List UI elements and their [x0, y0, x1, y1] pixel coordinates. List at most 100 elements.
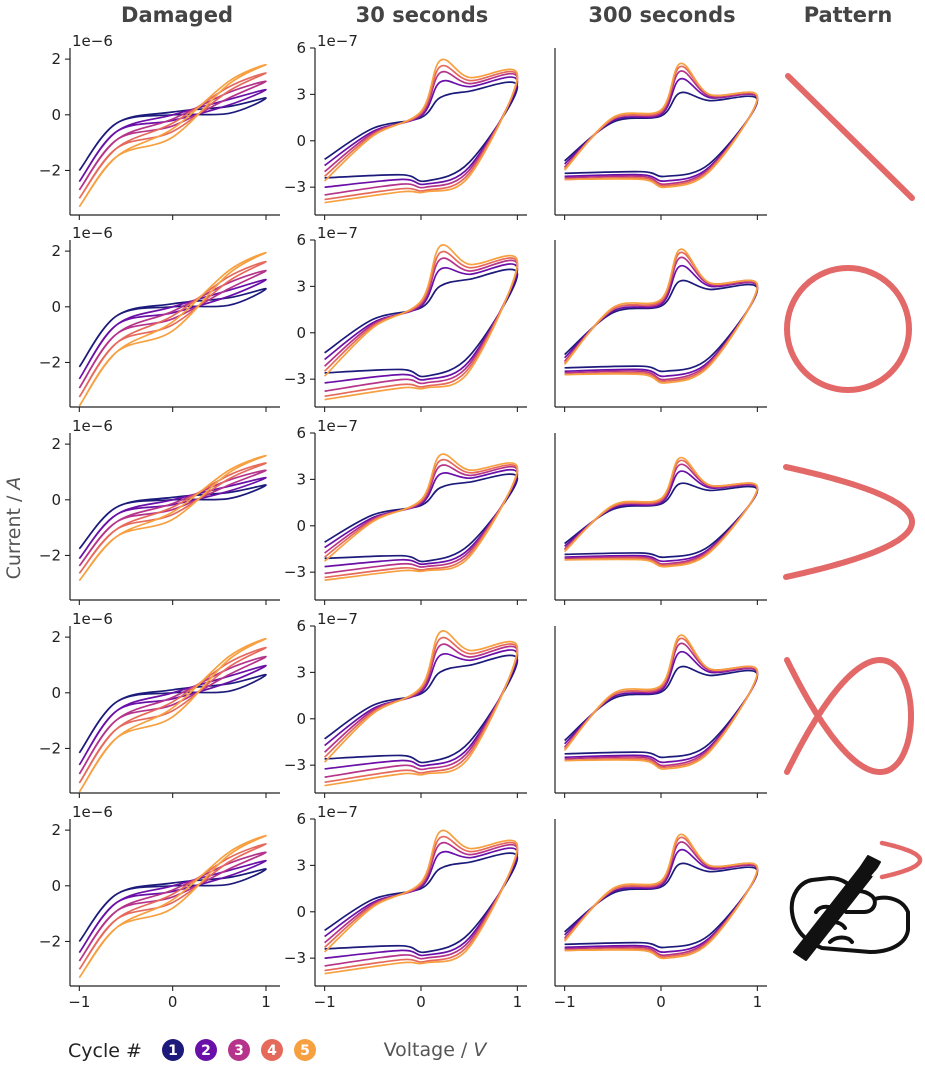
legend-label: Cycle #: [68, 1040, 142, 1062]
y-tick-label: −3: [284, 563, 306, 581]
legend-cycle-number: 5: [300, 1043, 310, 1059]
y-tick-label: 0: [296, 517, 306, 535]
series-line-cycle-5: [563, 634, 759, 770]
panel-1-0: −3 0 3 6 1e−7: [284, 32, 527, 220]
series-line-cycle-2: [78, 278, 267, 380]
y-tick-label: 6: [296, 231, 306, 249]
x-tick-label: −1: [554, 993, 576, 1011]
panel-0-3: −2 0 2 1e−6: [39, 610, 280, 798]
y-tick-label: −3: [284, 370, 306, 388]
panel-2-2: [554, 433, 767, 605]
y-tick-label: −2: [39, 932, 61, 950]
series-line-cycle-5: [78, 251, 267, 407]
y-tick-label: 0: [51, 491, 61, 509]
x-tick-label: 1: [753, 993, 763, 1011]
series-line-cycle-1: [564, 482, 759, 559]
panel-0-2: −2 0 2 1e−6: [39, 417, 280, 605]
x-tick-label: 1: [513, 993, 523, 1011]
y-tick-label: 0: [296, 903, 306, 921]
cycle-legend: Cycle # 1 2 3 4 5: [68, 1039, 316, 1062]
panel-1-1: −3 0 3 6 1e−7: [284, 224, 527, 412]
axis-offset-label: 1e−6: [72, 610, 113, 628]
series-line-cycle-4: [563, 65, 759, 187]
pen-icon: [793, 855, 885, 961]
y-tick-label: 6: [296, 810, 306, 828]
panel-2-1: [554, 240, 767, 412]
series-line-cycle-2: [324, 649, 519, 770]
series-line-cycle-2: [324, 847, 519, 960]
pattern-figure-eight: [783, 464, 915, 580]
series-line-cycle-5: [78, 63, 267, 208]
y-tick-label: 2: [51, 628, 61, 646]
series-line-cycle-2: [78, 88, 267, 183]
x-axis-title: Voltage / V: [384, 1039, 489, 1061]
series-line-cycle-1: [564, 862, 759, 949]
x-tick-label: −1: [68, 993, 90, 1011]
y-tick-label: 6: [296, 617, 306, 635]
y-tick-label: 2: [51, 50, 61, 68]
series-line-cycle-2: [324, 263, 519, 384]
series-line-cycle-2: [78, 476, 267, 560]
axis-offset-label: 1e−7: [317, 610, 358, 628]
x-tick-label: 0: [416, 993, 426, 1011]
y-tick-label: 2: [51, 435, 61, 453]
panel-0-4: −2 0 2 −1 0 1 1e−6: [39, 803, 280, 1011]
y-tick-label: 0: [51, 106, 61, 124]
column-title-pattern: Pattern: [804, 3, 893, 27]
legend-cycle-number: 2: [201, 1043, 211, 1059]
column-title-300-seconds: 300 seconds: [588, 3, 735, 27]
series-line-cycle-4: [563, 836, 759, 958]
y-tick-label: 3: [296, 470, 306, 488]
series-line-cycle-5: [78, 454, 267, 582]
series-line-cycle-1: [324, 852, 519, 954]
series-line-cycle-1: [564, 665, 759, 759]
series-line-cycle-4: [78, 843, 267, 970]
series-line-cycle-1: [564, 91, 759, 178]
series-line-cycle-1: [78, 484, 267, 550]
series-line-cycle-5: [324, 58, 519, 204]
panel-2-0: [554, 48, 767, 220]
series-line-cycle-2: [78, 664, 267, 766]
series-line-cycle-3: [564, 463, 759, 565]
column-title-30-seconds: 30 seconds: [356, 3, 489, 27]
x-tick-label: 0: [168, 993, 178, 1011]
series-line-cycle-5: [563, 833, 759, 960]
series-line-cycle-1: [78, 97, 267, 172]
axis-offset-label: 1e−6: [72, 32, 113, 50]
y-tick-label: 0: [296, 132, 306, 150]
series-line-cycle-1: [324, 81, 519, 183]
panel-2-4: −1 0 1: [554, 819, 767, 1011]
y-tick-label: 6: [296, 424, 306, 442]
series-line-cycle-4: [78, 646, 267, 784]
series-line-cycle-3: [78, 80, 267, 191]
series-line-cycle-1: [324, 654, 519, 764]
series-line-cycle-3: [78, 655, 267, 775]
series-line-cycle-4: [564, 459, 759, 567]
x-tick-label: 0: [656, 993, 666, 1011]
series-line-cycle-5: [323, 629, 519, 787]
y-tick-label: −3: [284, 756, 306, 774]
series-line-cycle-5: [563, 62, 759, 189]
series-line-cycle-2: [324, 76, 519, 189]
series-line-cycle-3: [564, 70, 759, 186]
panel-0-1: −2 0 2 1e−6: [39, 224, 280, 412]
y-axis-title: Current / A: [3, 477, 25, 580]
y-tick-label: 2: [51, 242, 61, 260]
y-tick-label: 3: [296, 856, 306, 874]
series-line-cycle-2: [78, 859, 267, 954]
series-line-cycle-4: [563, 637, 759, 769]
axis-offset-label: 1e−7: [317, 224, 358, 242]
series-line-cycle-4: [78, 72, 267, 199]
series-line-cycle-5: [323, 243, 519, 401]
series-line-cycle-4: [78, 462, 267, 574]
y-tick-label: 0: [51, 684, 61, 702]
hand-drawing-icon: [789, 855, 910, 961]
axis-offset-label: 1e−7: [317, 32, 358, 50]
legend-marker-cycle-2: 2: [195, 1039, 217, 1061]
axis-offset-label: 1e−7: [317, 803, 358, 821]
panel-2-3: [554, 626, 767, 798]
pattern-column: [783, 73, 923, 961]
y-tick-label: −3: [284, 949, 306, 967]
y-tick-label: −2: [39, 546, 61, 564]
y-tick-label: −3: [284, 178, 306, 196]
